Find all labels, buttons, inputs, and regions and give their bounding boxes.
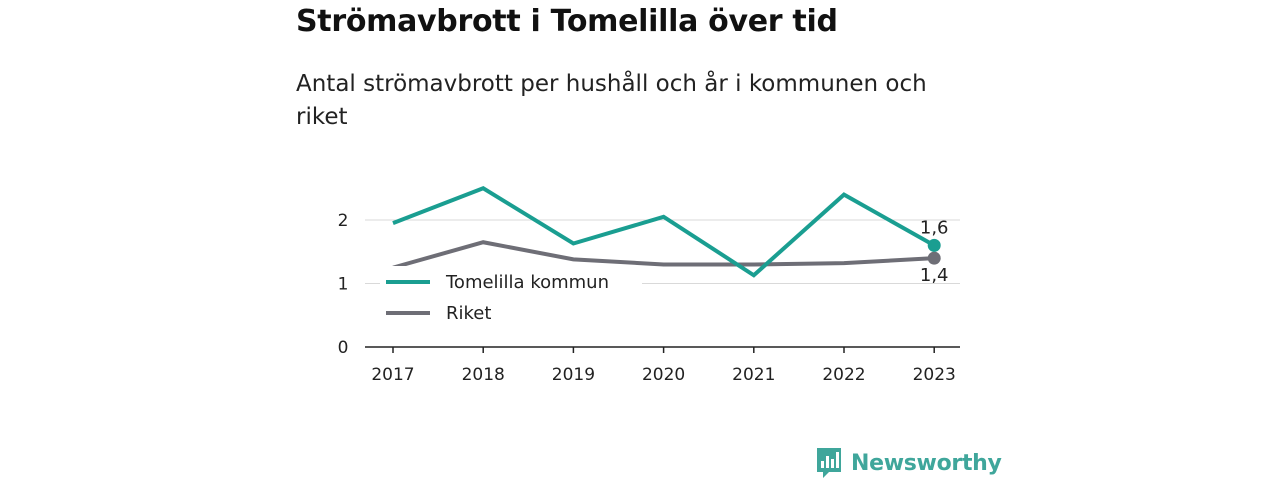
series-line-1 [392,240,935,270]
x-tick-label: 2021 [732,365,775,385]
legend-label: Riket [446,303,491,324]
x-tick-label: 2022 [822,365,865,385]
chart-title: Strömavbrott i Tomelilla över tid [296,4,838,39]
newsworthy-logo-icon [817,448,841,478]
newsworthy-brand: Newsworthy [815,446,1002,480]
x-tick-label: 2020 [642,365,685,385]
x-tick-label: 2018 [462,365,505,385]
y-tick-label: 2 [338,211,349,231]
brand-name: Newsworthy [851,450,1002,476]
y-tick-label: 1 [338,275,349,295]
series-line-0 [392,186,936,278]
legend-backdrop [380,266,642,330]
series [392,186,941,278]
series-end-point [927,238,941,252]
x-tick-label: 2019 [552,365,595,385]
legend: Tomelilla kommun Riket [380,266,642,330]
legend-label: Tomelilla kommun [445,272,609,293]
chart-subtitle: Antal strömavbrott per hushåll och år i … [296,71,927,130]
series-end-point [927,251,941,265]
end-value-label: 1,4 [920,265,949,286]
line-chart: 0 1 2 2017 2018 2019 2020 2021 2022 2023 Tomelil… [338,186,960,385]
end-labels: 1,6 1,4 [920,217,949,286]
x-axis: 2017 2018 2019 2020 2021 2022 2023 [365,346,960,385]
y-axis-ticks: 0 1 2 [338,211,349,358]
x-tick-label: 2017 [371,365,414,385]
y-tick-label: 0 [338,338,349,358]
end-value-label: 1,6 [920,217,949,238]
x-tick-label: 2023 [913,365,956,385]
